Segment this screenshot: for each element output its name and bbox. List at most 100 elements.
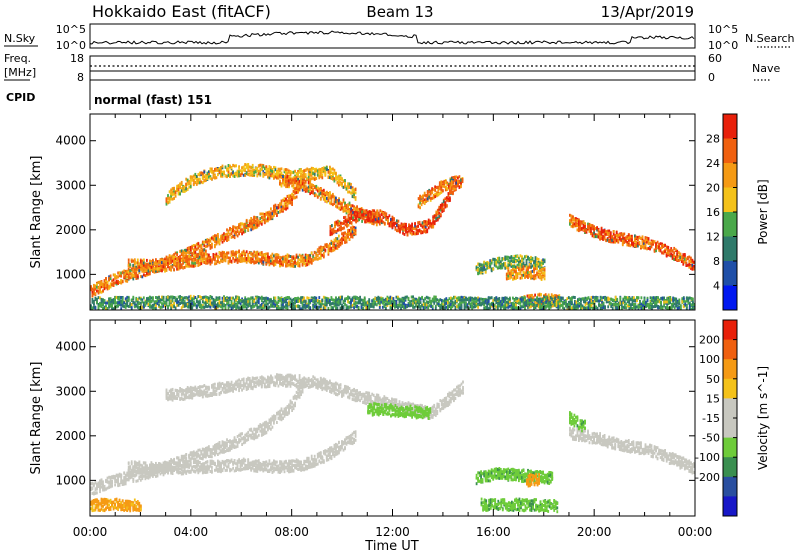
echo-cell <box>167 200 169 204</box>
echo-cell <box>477 262 479 266</box>
echo-cell <box>133 258 136 262</box>
echo-cell <box>233 175 236 178</box>
echo-cell <box>144 300 147 304</box>
echo-cell <box>150 296 153 300</box>
cpid-panel: CPID normal (fast) 151 <box>6 80 212 110</box>
echo-cell <box>200 255 203 259</box>
echo-cell <box>579 228 582 232</box>
echo-cell <box>665 251 668 255</box>
echo-cell <box>498 261 501 265</box>
echo-cell <box>594 235 597 239</box>
echo-cell <box>426 230 429 234</box>
echo-cell <box>102 298 104 302</box>
echo-cell <box>522 262 525 266</box>
echo-cell <box>680 260 683 263</box>
echo-cell <box>200 171 203 175</box>
echo-cell <box>191 261 194 265</box>
echo-cell <box>528 265 531 269</box>
echo-cell <box>418 228 421 232</box>
echo-cell <box>303 182 306 186</box>
echo-cell <box>419 198 421 202</box>
echo-cell <box>248 165 251 169</box>
echo-cell <box>289 195 292 199</box>
echo-cell <box>232 250 234 254</box>
echo-cell <box>206 244 209 248</box>
echo-cell <box>123 305 126 309</box>
echo-cell <box>609 231 612 235</box>
echo-cell <box>670 252 673 256</box>
echo-cell <box>221 240 224 244</box>
echo-cell <box>409 230 412 234</box>
echo-cell <box>209 262 212 266</box>
echo-cell <box>136 267 139 271</box>
echo-cell <box>159 300 162 304</box>
echo-cell <box>285 180 287 183</box>
echo-cell <box>661 243 663 247</box>
echo-cell <box>267 211 269 215</box>
echo-cell <box>536 257 538 261</box>
echo-cell <box>91 290 94 294</box>
echo-cell <box>341 238 343 242</box>
echo-cell <box>402 223 404 227</box>
echo-cell <box>496 260 499 264</box>
echo-cell <box>380 219 383 223</box>
echo-cell <box>512 256 514 260</box>
echo-cell <box>327 176 330 179</box>
echo-cell <box>259 221 262 225</box>
echo-cell <box>186 246 189 250</box>
echo-cell <box>333 179 336 183</box>
echo-cell <box>194 176 197 180</box>
echo-cell <box>127 272 130 276</box>
echo-cell <box>239 253 242 257</box>
echo-cell <box>161 269 163 273</box>
echo-cell <box>380 210 383 214</box>
echo-cell <box>170 194 172 198</box>
echo-cell <box>133 270 136 274</box>
echo-cell <box>332 242 334 245</box>
echo-cell <box>443 179 446 183</box>
echo-cell <box>197 242 200 246</box>
echo-cell <box>295 255 298 259</box>
echo-cell <box>449 180 452 184</box>
echo-cell <box>241 170 243 174</box>
echo-cell <box>348 212 351 216</box>
echo-cell <box>617 239 620 243</box>
echo-cell <box>171 197 174 201</box>
echo-cell <box>214 176 216 180</box>
echo-cell <box>608 239 611 242</box>
echo-cell <box>539 272 541 276</box>
echo-cell <box>576 219 579 223</box>
echo-cell <box>348 190 351 194</box>
echo-cell <box>271 174 274 178</box>
echo-cell <box>171 255 174 258</box>
echo-cell <box>283 255 286 259</box>
echo-cell <box>180 263 183 267</box>
echo-cell <box>273 206 275 210</box>
echo-cell <box>248 260 251 263</box>
echo-cell <box>351 204 354 208</box>
echo-cell <box>526 303 529 307</box>
echo-cell <box>336 241 339 245</box>
freq-label-top: Freq. <box>4 52 31 65</box>
echo-cell <box>602 230 604 234</box>
echo-cell <box>112 281 115 285</box>
echo-cell <box>118 301 121 304</box>
echo-cell <box>241 258 243 262</box>
echo-cell <box>120 271 123 275</box>
echo-cell <box>161 261 163 264</box>
echo-cell <box>338 234 340 238</box>
echo-cell <box>441 209 444 213</box>
echo-cell <box>257 252 260 256</box>
echo-cell <box>327 247 330 251</box>
echo-cell <box>368 213 371 217</box>
echo-cell <box>158 303 160 307</box>
echo-cell <box>662 251 665 255</box>
echo-cell <box>250 257 253 261</box>
echo-cell <box>400 222 403 226</box>
echo-cell <box>332 167 334 171</box>
echo-cell <box>685 264 688 267</box>
echo-cell <box>189 178 192 182</box>
echo-cell <box>136 275 139 279</box>
echo-cell <box>253 215 256 219</box>
echo-cell <box>215 240 218 244</box>
